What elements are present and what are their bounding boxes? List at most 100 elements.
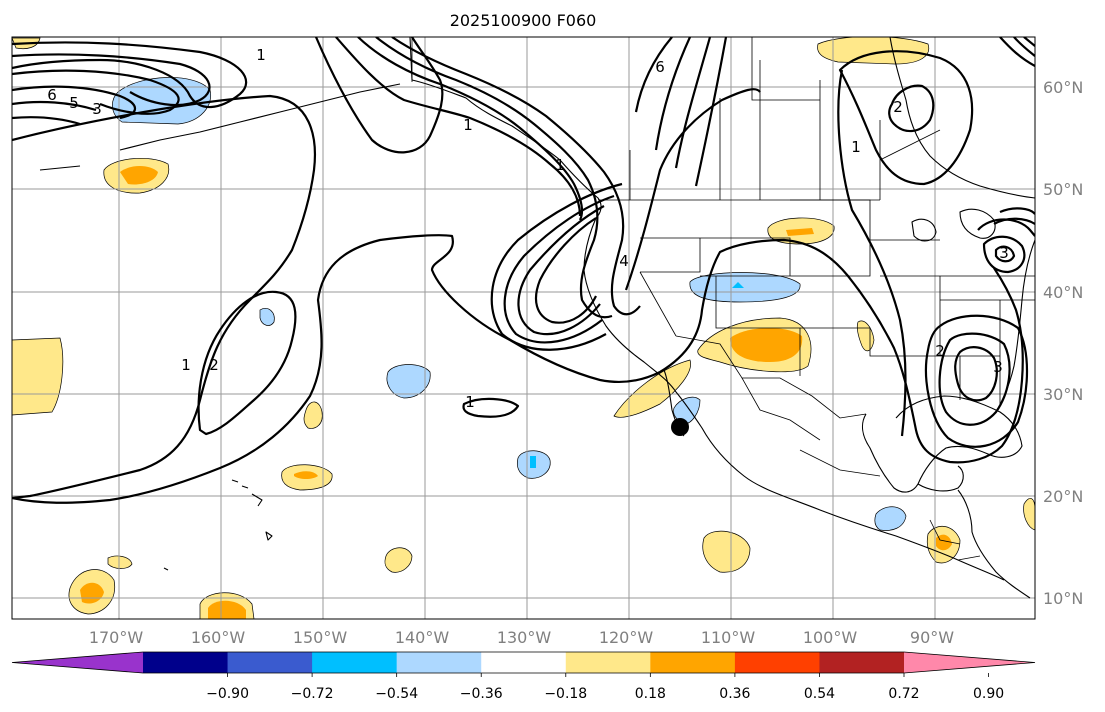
contour-subtropical-2 bbox=[197, 290, 297, 436]
contour-trough-west-d bbox=[490, 182, 623, 351]
contour-label: 5 bbox=[69, 94, 79, 112]
mexico-states bbox=[741, 377, 881, 477]
colorbar-tick-label: 0.18 bbox=[635, 686, 666, 702]
colorbar-outline bbox=[11, 651, 1036, 674]
lon-tick-label: 140°W bbox=[395, 628, 450, 647]
colorbar: −0.90 −0.72 −0.54 −0.36 −0.18 0.18 0.36 0.54 0.7… bbox=[11, 651, 1036, 702]
lat-tick-label: 20°N bbox=[1043, 487, 1083, 506]
longitude-axis: 170°W 160°W 150°W 140°W 130°W 120°W 110°… bbox=[89, 628, 954, 647]
lat-tick-label: 40°N bbox=[1043, 283, 1083, 302]
contour-label: 2 bbox=[893, 98, 903, 116]
colorbar-tick-label: 0.36 bbox=[719, 686, 750, 702]
contour-hudson-inner bbox=[888, 84, 935, 133]
contour-northeast bbox=[999, 37, 1035, 67]
anomaly-patch-negative-west bbox=[259, 308, 275, 326]
colorbar-tick-label: −0.36 bbox=[460, 686, 503, 702]
colorbar-tick-label: −0.90 bbox=[206, 686, 249, 702]
colorbar-segment bbox=[396, 652, 482, 673]
contour-label: 4 bbox=[619, 252, 629, 270]
contour-trough-west-a bbox=[534, 217, 597, 324]
us-mexico-border bbox=[675, 335, 867, 419]
anomaly-patch-positive-small bbox=[303, 401, 323, 429]
contour-label: 6 bbox=[47, 86, 57, 104]
colorbar-extension-high bbox=[904, 652, 1035, 673]
colorbar-segment bbox=[481, 652, 567, 673]
contour-trough-3 bbox=[391, 37, 641, 316]
contour-label: 3 bbox=[993, 358, 1003, 376]
lon-tick-label: 100°W bbox=[803, 628, 858, 647]
lon-tick-label: 90°W bbox=[910, 628, 954, 647]
contour-ridge-north bbox=[634, 37, 728, 187]
map-panel: 6 5 3 1 1 2 1 6 1 1 2 3 2 1 4 3 bbox=[12, 37, 1035, 619]
central-america-borders bbox=[929, 519, 981, 561]
hawaii-islands bbox=[231, 479, 263, 507]
lon-tick-label: 120°W bbox=[599, 628, 654, 647]
colorbar-tick-label: 0.72 bbox=[888, 686, 919, 702]
anomaly-patch-positive-caribbean bbox=[1023, 498, 1035, 531]
contour-trough-west-c bbox=[503, 194, 615, 344]
contour-label: 1 bbox=[181, 356, 191, 374]
yucatan-coast bbox=[917, 465, 964, 492]
contour-label: 2 bbox=[935, 342, 945, 360]
figure-title: 2025100900 F060 bbox=[450, 11, 597, 30]
lat-tick-label: 50°N bbox=[1043, 180, 1083, 199]
contour-gulf-of-alaska bbox=[314, 37, 444, 154]
contour-label: 6 bbox=[655, 58, 665, 76]
colorbar-extension-low bbox=[12, 652, 143, 673]
contour-trough-west-b bbox=[517, 205, 605, 336]
contour-labels: 6 5 3 1 1 2 1 6 1 1 2 3 2 1 4 3 bbox=[47, 46, 1009, 411]
lon-tick-label: 160°W bbox=[191, 628, 246, 647]
colorbar-segment bbox=[312, 652, 398, 673]
lon-tick-label: 170°W bbox=[89, 628, 144, 647]
colorbar-segment bbox=[143, 652, 229, 673]
anomaly-patch-negative-great-basin bbox=[689, 272, 801, 303]
contour-label: 2 bbox=[209, 356, 219, 374]
contour-label: 1 bbox=[465, 393, 475, 411]
colorbar-segment bbox=[734, 652, 820, 673]
colorbar-tick-label: −0.18 bbox=[544, 686, 587, 702]
aleutian-chain bbox=[39, 83, 401, 171]
colorbar-tick-label: 0.54 bbox=[804, 686, 835, 702]
latitude-axis: 60°N 50°N 40°N 30°N 20°N 10°N bbox=[1043, 78, 1083, 608]
colorbar-segment bbox=[565, 652, 651, 673]
anomaly-patch-negative-central bbox=[386, 364, 431, 399]
contour-label: 1 bbox=[463, 116, 473, 134]
colorbar-tick-label: 0.90 bbox=[973, 686, 1004, 702]
great-lakes bbox=[959, 208, 996, 239]
us-state-lines bbox=[639, 199, 1035, 404]
contour-pacific-ridge bbox=[12, 94, 316, 500]
lon-tick-label: 150°W bbox=[293, 628, 348, 647]
anomaly-patch-positive-baja bbox=[613, 359, 691, 418]
lon-tick-label: 130°W bbox=[497, 628, 552, 647]
contour-east-low-2 bbox=[954, 346, 998, 402]
colorbar-tick-label: −0.54 bbox=[375, 686, 418, 702]
lat-tick-label: 10°N bbox=[1043, 589, 1083, 608]
contour-central-us bbox=[837, 69, 907, 437]
contour-trough-2 bbox=[375, 37, 613, 319]
anomaly-patch-negative-mexico bbox=[874, 506, 907, 531]
contour-trough-1 bbox=[357, 37, 584, 221]
lon-tick-label: 110°W bbox=[701, 628, 756, 647]
contour-bering-1 bbox=[12, 41, 248, 109]
colorbar-tick-label: −0.72 bbox=[291, 686, 334, 702]
colorbar-segment bbox=[650, 652, 736, 673]
map-frame bbox=[11, 36, 1036, 620]
contour-label: 1 bbox=[555, 156, 565, 174]
anomaly-patch-positive-south bbox=[384, 547, 413, 573]
contour-label: 1 bbox=[256, 46, 266, 64]
contour-label: 3 bbox=[92, 100, 102, 118]
canada-provinces bbox=[629, 37, 941, 200]
political-borders bbox=[411, 37, 1035, 561]
storm-position-marker bbox=[671, 418, 689, 436]
contour-label: 1 bbox=[851, 138, 861, 156]
contour-lines bbox=[12, 37, 1035, 504]
contour-label: 3 bbox=[999, 244, 1009, 262]
hudson-bay-edge bbox=[889, 37, 1035, 199]
contour-hudson-ridge bbox=[838, 50, 974, 186]
contour-east-low-3 bbox=[924, 314, 1029, 448]
anomaly-patch-positive-north bbox=[817, 37, 930, 65]
anomaly-patch-negative-baja bbox=[673, 396, 701, 425]
contour-rockies-arc bbox=[624, 88, 761, 291]
anomaly-patch-positive-mexico-pacific bbox=[702, 530, 751, 573]
